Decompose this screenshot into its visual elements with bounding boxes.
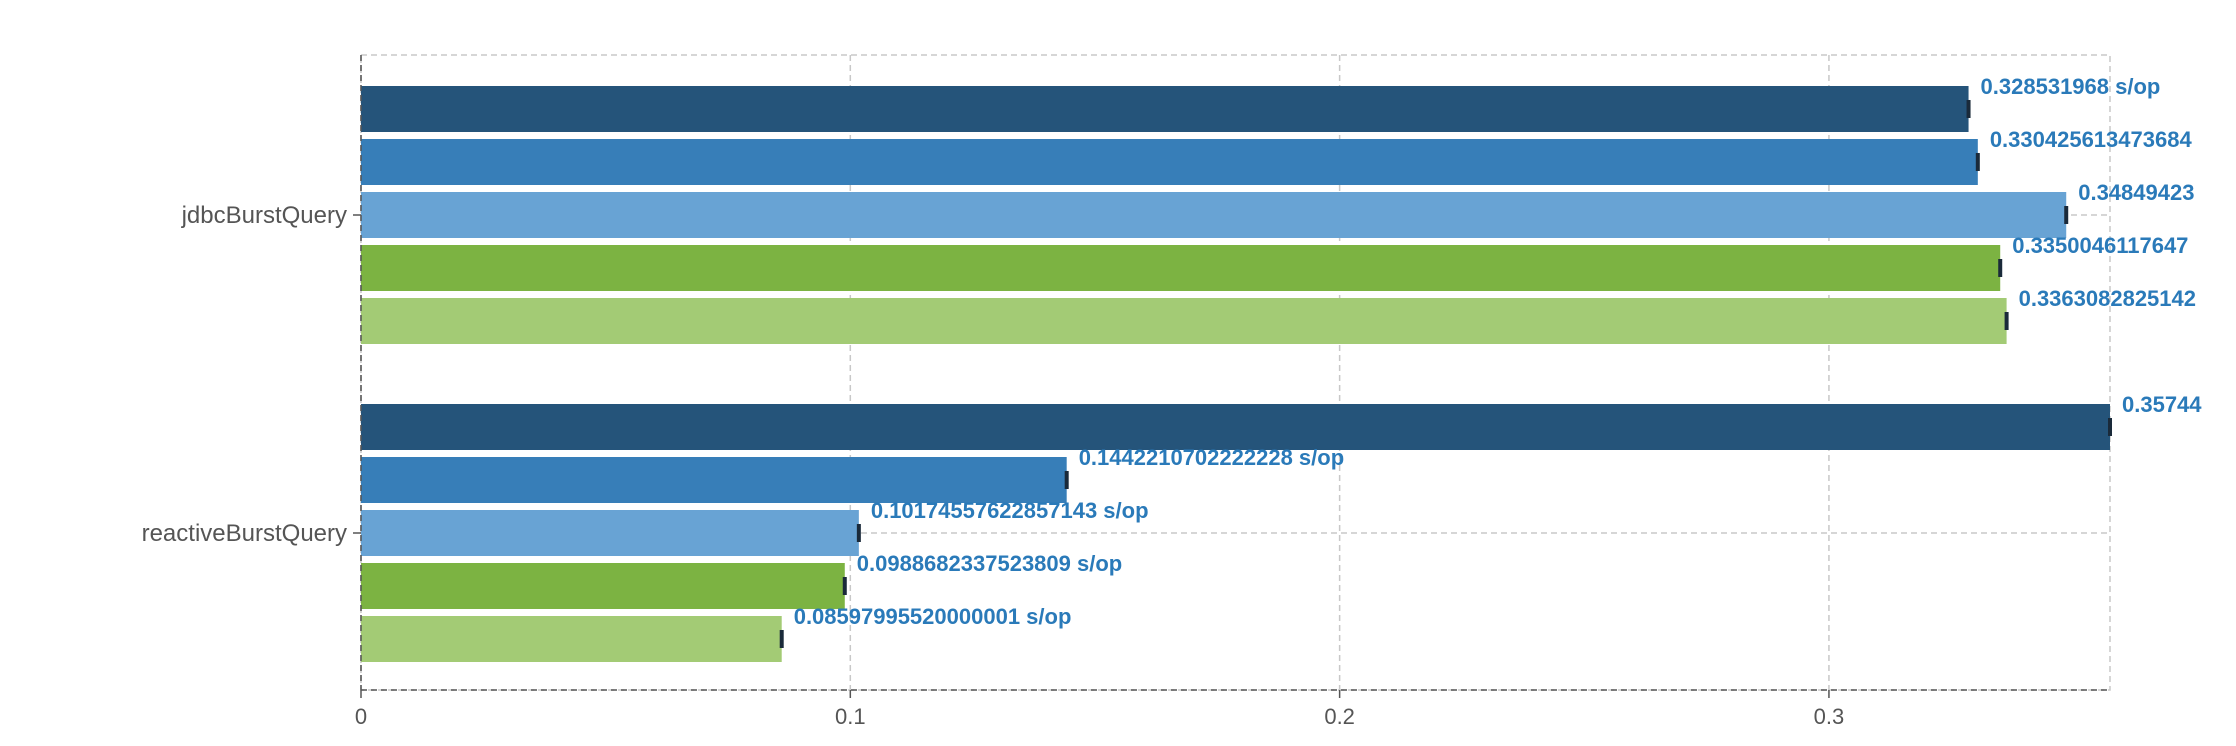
bar (361, 457, 1067, 503)
bar (361, 192, 2067, 238)
x-ticks-group: 0 0.1 0.2 0.3 (355, 690, 1844, 729)
data-label: 0.10174557622857143 s/op (871, 498, 1149, 523)
x-tick-label: 0.2 (1324, 704, 1355, 729)
bars-group (361, 86, 2110, 662)
bar (361, 510, 859, 556)
data-label: 0.3363082825142 (2019, 286, 2196, 311)
data-label: 0.328531968 s/op (1981, 74, 2161, 99)
bar (361, 404, 2110, 450)
x-tick-label: 0.3 (1814, 704, 1845, 729)
data-label: 0.330425613473684 (1990, 127, 2193, 152)
y-categories-group: jdbcBurstQuery reactiveBurstQuery (142, 202, 361, 547)
category-label: jdbcBurstQuery (181, 202, 347, 229)
error-bars-group (779, 100, 2112, 648)
bar (361, 245, 2001, 291)
data-label: 0.3350046117647 (2012, 233, 2188, 258)
data-label: 0.08597995520000001 s/op (794, 604, 1072, 629)
plot-frame (360, 54, 2111, 691)
data-label: 0.0988682337523809 s/op (857, 551, 1122, 576)
bar (361, 298, 2007, 344)
x-tick-label: 0.1 (835, 704, 866, 729)
bar (361, 616, 782, 662)
x-tick-label: 0 (355, 704, 367, 729)
bar (361, 563, 845, 609)
data-label: 0.34849423 (2078, 180, 2194, 205)
bar (361, 139, 1978, 185)
data-label: 0.35744 (2122, 392, 2202, 417)
bar (361, 86, 1969, 132)
data-labels-group: 0.328531968 s/op 0.330425613473684 0.34849… (794, 74, 2203, 629)
data-label: 0.1442210702222228 s/op (1079, 445, 1344, 470)
category-label: reactiveBurstQuery (142, 520, 347, 547)
axes (360, 55, 2110, 691)
